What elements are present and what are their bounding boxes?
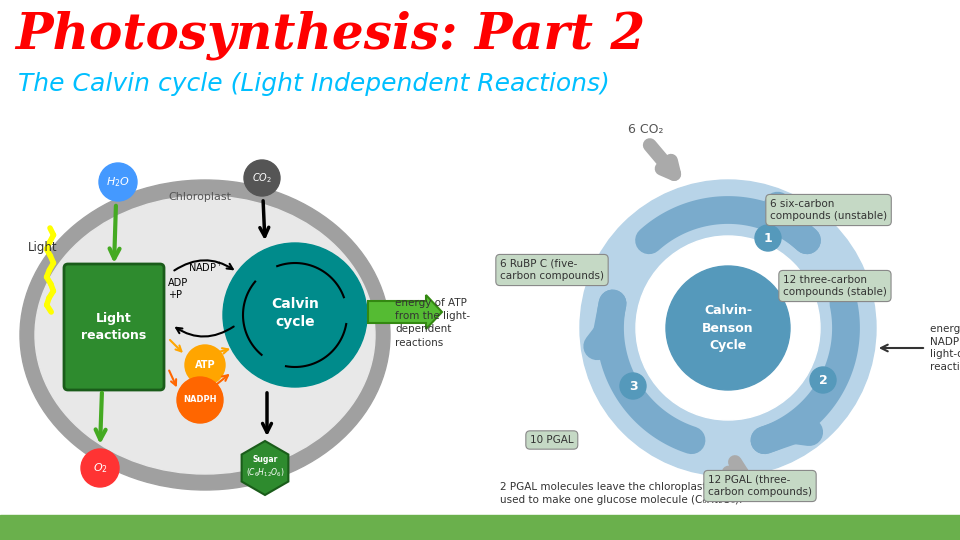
Polygon shape — [242, 441, 288, 495]
Circle shape — [244, 160, 280, 196]
Ellipse shape — [20, 180, 390, 490]
Circle shape — [666, 266, 790, 390]
Circle shape — [185, 345, 225, 385]
Text: Light: Light — [28, 241, 58, 254]
Circle shape — [755, 225, 781, 251]
Text: $O_2$: $O_2$ — [92, 461, 108, 475]
Text: Light
reactions: Light reactions — [82, 312, 147, 342]
Circle shape — [81, 449, 119, 487]
Circle shape — [99, 163, 137, 201]
Text: Calvin-
Benson
Cycle: Calvin- Benson Cycle — [702, 305, 754, 352]
Text: Chloroplast: Chloroplast — [168, 192, 231, 202]
Text: 6 six-carbon
compounds (unstable): 6 six-carbon compounds (unstable) — [770, 199, 887, 221]
Circle shape — [620, 373, 646, 399]
Text: 1: 1 — [763, 232, 773, 245]
Bar — [0, 515, 960, 540]
Text: 10 PGAL: 10 PGAL — [530, 435, 574, 445]
Text: NADP$^+$: NADP$^+$ — [188, 261, 224, 274]
Text: energy of ATP
from the light-
dependent
reactions: energy of ATP from the light- dependent … — [395, 298, 470, 348]
Text: 6 CO₂: 6 CO₂ — [628, 123, 663, 136]
Text: 12 PGAL (three-
carbon compounds): 12 PGAL (three- carbon compounds) — [708, 475, 812, 497]
Text: $H_2O$: $H_2O$ — [106, 175, 130, 189]
Text: energy of ATP and
NADPH from the
light-dependent
reactions: energy of ATP and NADPH from the light-d… — [930, 324, 960, 372]
Text: 3: 3 — [629, 380, 637, 393]
Text: Photosynthesis: Part 2: Photosynthesis: Part 2 — [15, 10, 645, 59]
Text: 2: 2 — [819, 374, 828, 387]
Circle shape — [580, 180, 876, 476]
Text: 12 three-carbon
compounds (stable): 12 three-carbon compounds (stable) — [783, 275, 887, 298]
FancyArrow shape — [368, 295, 442, 329]
Text: The Calvin cycle (Light Independent Reactions): The Calvin cycle (Light Independent Reac… — [18, 72, 610, 96]
Circle shape — [223, 243, 367, 387]
Text: 6 RuBP C (five-
carbon compounds): 6 RuBP C (five- carbon compounds) — [500, 259, 604, 281]
Text: 2 PGAL molecules leave the chloroplast and are
used to make one glucose molecule: 2 PGAL molecules leave the chloroplast a… — [500, 482, 750, 505]
Text: ADP
+P: ADP +P — [168, 279, 188, 300]
Circle shape — [636, 236, 820, 420]
Text: $CO_2$: $CO_2$ — [252, 171, 272, 185]
FancyBboxPatch shape — [64, 264, 164, 390]
Circle shape — [810, 367, 836, 393]
Circle shape — [177, 377, 223, 423]
Text: Sugar
$(C_6H_{12}O_6)$: Sugar $(C_6H_{12}O_6)$ — [246, 455, 284, 479]
Text: NADPH: NADPH — [183, 395, 217, 404]
Text: ATP: ATP — [195, 360, 215, 370]
Text: Calvin
cycle: Calvin cycle — [271, 297, 319, 329]
Ellipse shape — [35, 196, 375, 474]
